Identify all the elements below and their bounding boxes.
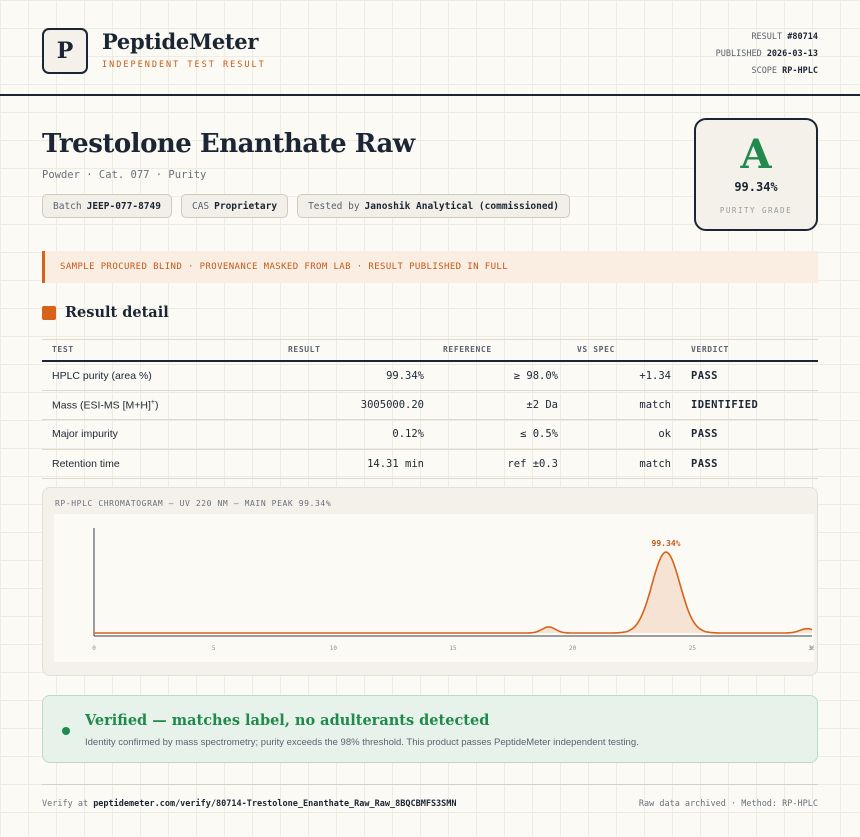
test-name: Mass (ESI-MS [M+H]+) <box>42 390 222 420</box>
brand-name: PeptideMeter <box>102 29 259 54</box>
test-result: 14.31 min <box>222 449 434 479</box>
verified-dot-icon <box>62 727 70 735</box>
chromatogram-svg: 99.34% 0 5 10 15 20 25 30min <box>92 528 814 652</box>
meta-scope: SCOPE RP-HPLC <box>751 66 818 76</box>
verdict-badge: PASS <box>681 360 818 391</box>
results-table: TEST RESULT REFERENCE VS SPEC VERDICT HP… <box>42 339 818 479</box>
chromatogram-plot: 99.34% 0 5 10 15 20 25 30min <box>54 514 814 662</box>
purity-grade-card: A 99.34% PURITY GRADE <box>694 118 818 231</box>
x-tick-label: 15 <box>449 645 457 652</box>
grade-label: PURITY GRADE <box>719 206 793 215</box>
test-result: 3005000.20 <box>222 390 434 420</box>
table-row: Major impurity 0.12% ≤ 0.5% ok PASS <box>42 419 818 450</box>
test-vs-spec: match <box>568 390 681 420</box>
section-marker-icon <box>42 306 56 320</box>
table-row: HPLC purity (area %) 99.34% ≥ 98.0% +1.3… <box>42 360 818 391</box>
verdict-badge: IDENTIFIED <box>681 390 818 420</box>
meta-result: RESULT #80714 <box>751 32 818 42</box>
test-result: 99.34% <box>222 360 434 391</box>
grade-value: 99.34% <box>734 180 778 194</box>
col-result: RESULT <box>222 339 434 362</box>
grade-letter: A <box>740 131 772 178</box>
verified-banner: Verified — matches label, no adulterants… <box>42 695 818 763</box>
section-title: Result detail <box>65 304 169 321</box>
test-vs-spec: +1.34 <box>568 360 681 391</box>
batch-chip: Batch JEEP-077-8749 <box>42 194 172 218</box>
chromatogram-area <box>94 552 812 633</box>
verdict-badge: PASS <box>681 449 818 479</box>
test-result: 0.12% <box>222 419 434 450</box>
x-tick-label: 20 <box>569 645 577 652</box>
test-name: Major impurity <box>42 419 222 450</box>
col-test: TEST <box>42 339 222 362</box>
table-row: Retention time 14.31 min ref ±0.3 match … <box>42 449 818 479</box>
product-title: Trestolone Enanthate Raw <box>42 129 415 159</box>
table-header-row: TEST RESULT REFERENCE VS SPEC VERDICT <box>42 339 818 362</box>
product-subtitle: Powder · Cat. 077 · Purity <box>42 169 207 181</box>
test-vs-spec: match <box>568 449 681 479</box>
chromatogram-card: RP-HPLC CHROMATOGRAM — UV 220 NM — MAIN … <box>42 487 818 676</box>
brand-logo[interactable]: P <box>42 28 88 74</box>
test-name: HPLC purity (area %) <box>42 360 222 391</box>
verify-url[interactable]: peptidemeter.com/verify/80714-Trestolone… <box>93 799 457 809</box>
chromatogram-line <box>94 551 813 634</box>
x-tick-label: 5 <box>212 645 216 652</box>
blind-sample-notice: SAMPLE PROCURED BLIND · PROVENANCE MASKE… <box>42 251 818 283</box>
col-vs-spec: VS SPEC <box>568 339 681 362</box>
col-reference: REFERENCE <box>434 339 568 362</box>
test-name: Retention time <box>42 449 222 479</box>
result-meta: RESULT #80714 PUBLISHED 2026-03-13 SCOPE… <box>716 29 818 80</box>
table-row: Mass (ESI-MS [M+H]+) 3005000.20 ±2 Da ma… <box>42 390 818 420</box>
x-tick-label: 0 <box>92 645 96 652</box>
page-header: P PeptideMeter INDEPENDENT TEST RESULT R… <box>0 0 860 96</box>
test-reference: ref ±0.3 <box>434 449 568 479</box>
product-chips: Batch JEEP-077-8749 CAS Proprietary Tested… <box>42 194 571 218</box>
test-vs-spec: ok <box>568 419 681 450</box>
verified-text: Identity confirmed by mass spectrometry;… <box>85 737 639 748</box>
verdict-badge: PASS <box>681 419 818 450</box>
meta-published: PUBLISHED 2026-03-13 <box>715 49 818 59</box>
x-tick-label: 25 <box>689 645 697 652</box>
test-reference: ≥ 98.0% <box>434 360 568 391</box>
footer-method: Raw data archived · Method: RP-HPLC <box>638 799 818 809</box>
peak-label: 99.34% <box>652 539 681 548</box>
x-tick-label: 30 <box>808 645 814 652</box>
chart-title: RP-HPLC CHROMATOGRAM — UV 220 NM — MAIN … <box>55 499 332 508</box>
tested-by-chip: Tested by Janoshik Analytical (commission… <box>297 194 571 218</box>
col-verdict: VERDICT <box>681 339 818 362</box>
x-tick-label: 10 <box>330 645 338 652</box>
test-reference: ≤ 0.5% <box>434 419 568 450</box>
verify-link-text: Verify at peptidemeter.com/verify/80714-… <box>42 799 457 809</box>
brand-subtitle: INDEPENDENT TEST RESULT <box>102 60 266 70</box>
verified-title: Verified — matches label, no adulterants… <box>85 712 490 729</box>
test-reference: ±2 Da <box>434 390 568 420</box>
footer-divider <box>42 784 818 785</box>
cas-chip: CAS Proprietary <box>180 194 289 218</box>
x-unit-label: min <box>810 645 814 652</box>
